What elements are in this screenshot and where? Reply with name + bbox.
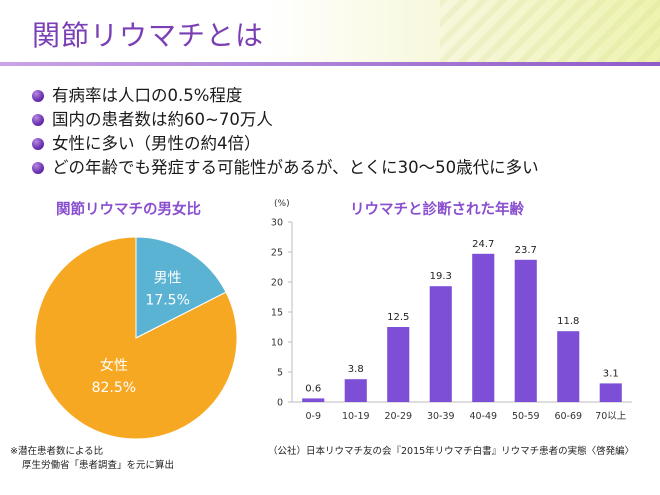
- bar-chart: (%) 0 5 10 15 20 25 30 0.6 0-9 3.8 10-19 12.5 20-29 19…: [271, 199, 632, 422]
- bar-value-label: 3.8: [348, 364, 364, 375]
- y-tick-label: 5: [277, 368, 283, 379]
- title-band: [0, 0, 660, 62]
- x-tick-label: 50-59: [512, 411, 540, 422]
- bullet-text: 女性に多い（男性の約4倍）: [52, 134, 261, 153]
- bullet-text: 国内の患者数は約60~70万人: [52, 110, 273, 129]
- bullet-icon: [32, 90, 44, 102]
- bullet-icon: [32, 114, 44, 126]
- bullet-text: どの年齢でも発症する可能性があるが、とくに30～50歳代に多い: [52, 158, 539, 177]
- pie-slice-value: 82.5%: [92, 380, 136, 396]
- bar-value-label: 3.1: [603, 368, 619, 379]
- bullet-icon: [32, 138, 44, 150]
- bar-value-label: 24.7: [472, 239, 494, 250]
- y-tick-label: 25: [271, 248, 283, 259]
- bar-50-59: [514, 259, 537, 402]
- bar-value-label: 12.5: [387, 312, 409, 323]
- y-tick-label: 10: [271, 338, 283, 349]
- bar-value-label: 23.7: [515, 245, 537, 256]
- bullet-item: どの年齢でも発症する可能性があるが、とくに30～50歳代に多い: [32, 156, 539, 180]
- y-axis-unit-label: (%): [274, 199, 290, 209]
- source-note-right: （公社）日本リウマチ友の会『2015年リウマチ白書』リウマチ患者の実態〈啓発編〉: [268, 446, 635, 457]
- pie-chart: 男性 17.5% 女性 82.5%: [34, 236, 238, 440]
- x-tick-label: 40-49: [469, 411, 497, 422]
- bullet-item: 女性に多い（男性の約4倍）: [32, 132, 539, 156]
- x-tick-label: 30-39: [427, 411, 455, 422]
- x-tick-label: 60-69: [554, 411, 582, 422]
- page-title: 関節リウマチとは: [32, 19, 265, 52]
- bullet-list: 有病率は人口の0.5%程度 国内の患者数は約60~70万人 女性に多い（男性の約…: [32, 84, 539, 180]
- y-tick-label: 20: [271, 278, 283, 289]
- x-tick-label: 0-9: [305, 411, 321, 422]
- bar-70以上: [599, 383, 622, 402]
- x-tick-label: 10-19: [342, 411, 370, 422]
- title-divider: [0, 62, 660, 66]
- bullet-item: 国内の患者数は約60~70万人: [32, 108, 539, 132]
- x-tick-label: 20-29: [384, 411, 412, 422]
- y-tick-label: 30: [271, 218, 283, 229]
- bullet-text: 有病率は人口の0.5%程度: [52, 86, 243, 105]
- bar-value-label: 0.6: [305, 383, 321, 394]
- pie-slice-label: 女性: [100, 357, 128, 374]
- bar-60-69: [557, 331, 580, 402]
- bar-40-49: [472, 253, 495, 402]
- source-note-left-2: 厚生労働省「患者調査」を元に算出: [22, 460, 175, 471]
- bar-10-19: [344, 379, 367, 402]
- pie-chart-title: 関節リウマチの男女比: [56, 202, 201, 218]
- pie-slice-label: 男性: [154, 270, 182, 286]
- y-tick-label: 0: [277, 398, 283, 409]
- bar-value-label: 11.8: [557, 316, 579, 327]
- y-tick-label: 15: [271, 308, 283, 319]
- pie-slice-male: [135, 236, 227, 339]
- pie-slice-value: 17.5%: [145, 292, 189, 308]
- source-note-left-1: ※潜在患者数による比: [10, 446, 104, 457]
- pie-slice-female: [34, 236, 238, 440]
- bar-0-9: [302, 398, 325, 402]
- x-tick-label: 70以上: [595, 411, 627, 422]
- bar-20-29: [387, 327, 410, 402]
- bullet-icon: [32, 162, 44, 174]
- bar-value-label: 19.3: [430, 271, 452, 282]
- bar-30-39: [429, 286, 452, 402]
- bullet-item: 有病率は人口の0.5%程度: [32, 84, 539, 108]
- bar-chart-title: リウマチと診断された年齢: [350, 202, 524, 218]
